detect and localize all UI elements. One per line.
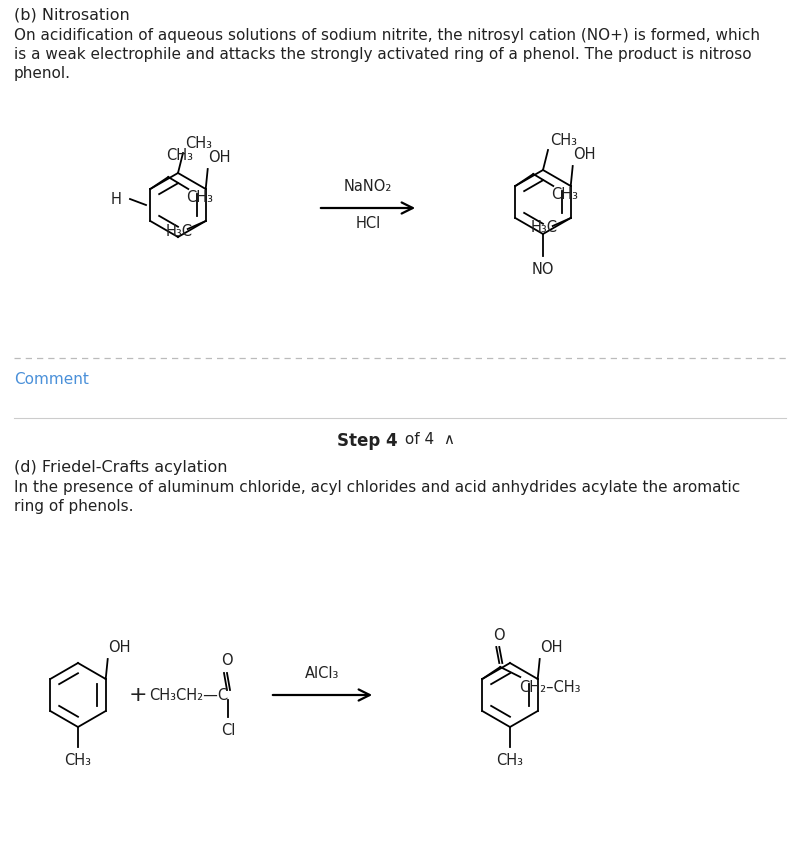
- Text: Step 4: Step 4: [338, 432, 398, 450]
- Text: phenol.: phenol.: [14, 66, 71, 81]
- Text: NaNO₂: NaNO₂: [344, 179, 392, 194]
- Text: Cl: Cl: [221, 723, 235, 738]
- Text: OH: OH: [540, 640, 562, 655]
- Text: CH₃CH₂—C: CH₃CH₂—C: [149, 688, 228, 702]
- Text: CH₃: CH₃: [186, 190, 214, 205]
- Text: (d) Friedel-Crafts acylation: (d) Friedel-Crafts acylation: [14, 460, 227, 475]
- Text: CH₃: CH₃: [551, 187, 578, 202]
- Text: In the presence of aluminum chloride, acyl chlorides and acid anhydrides acylate: In the presence of aluminum chloride, ac…: [14, 480, 740, 495]
- Text: Comment: Comment: [14, 372, 89, 387]
- Text: of 4  ∧: of 4 ∧: [400, 432, 455, 447]
- Text: O: O: [494, 628, 505, 643]
- Text: CH₂–CH₃: CH₂–CH₃: [519, 680, 581, 695]
- Text: NO: NO: [532, 262, 554, 277]
- Text: CH₃: CH₃: [185, 136, 212, 151]
- Text: CH₃: CH₃: [497, 753, 523, 768]
- Text: HCl: HCl: [355, 216, 381, 231]
- Text: ring of phenols.: ring of phenols.: [14, 499, 134, 514]
- Text: CH₃: CH₃: [166, 148, 194, 163]
- Text: +: +: [129, 685, 147, 705]
- Text: H: H: [111, 191, 122, 207]
- Text: H₃C: H₃C: [166, 223, 193, 239]
- Text: (b) Nitrosation: (b) Nitrosation: [14, 8, 130, 23]
- Text: H₃C: H₃C: [530, 221, 558, 235]
- Text: CH₃: CH₃: [550, 133, 577, 148]
- Text: On acidification of aqueous solutions of sodium nitrite, the nitrosyl cation (NO: On acidification of aqueous solutions of…: [14, 28, 760, 43]
- Text: OH: OH: [208, 150, 230, 165]
- Text: CH₃: CH₃: [65, 753, 91, 768]
- Text: AlCl₃: AlCl₃: [305, 666, 339, 681]
- Text: OH: OH: [108, 640, 130, 655]
- Text: OH: OH: [573, 147, 595, 162]
- Text: is a weak electrophile and attacks the strongly activated ring of a phenol. The : is a weak electrophile and attacks the s…: [14, 47, 752, 62]
- Text: O: O: [221, 653, 233, 668]
